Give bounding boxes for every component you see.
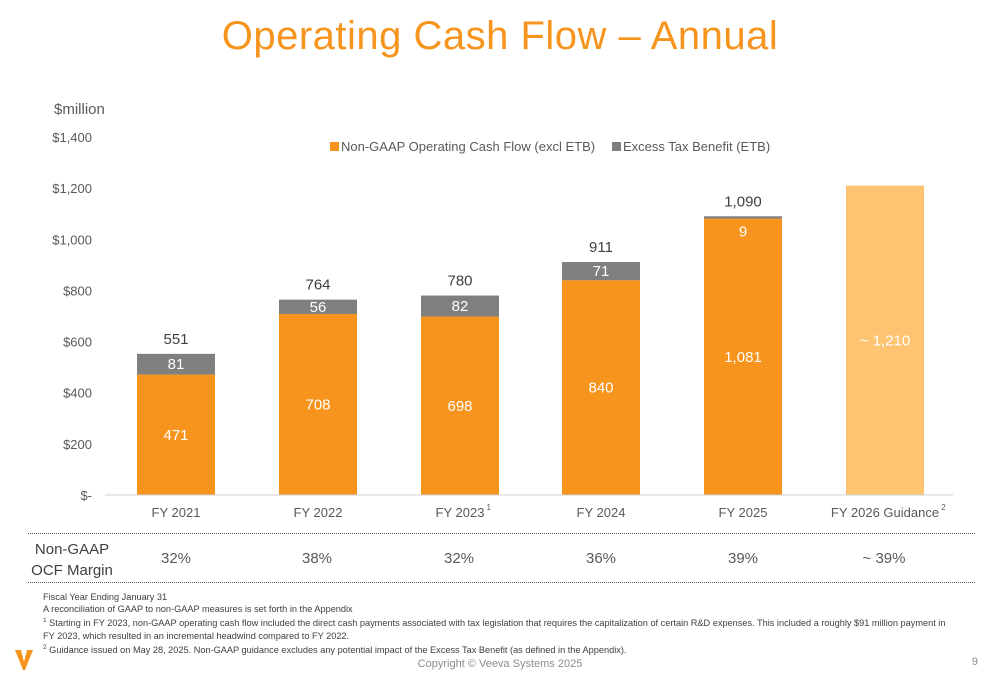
chart-bars: 471 81 551 708 56 764 698 82 780 840 71 911 1,081 9 1,… xyxy=(137,185,924,496)
x-tick-superscript: 2 xyxy=(941,503,946,512)
bar-ocf-label: ~ 1,210 xyxy=(860,332,910,349)
bar-ocf xyxy=(562,280,640,495)
x-tick-label: FY 2021 xyxy=(152,505,201,520)
margin-value-fy2024: 36% xyxy=(585,550,617,567)
bar-total-label: 780 xyxy=(447,273,472,290)
ocf-bar-chart: $million $-$200$400$600$800$1,000$1,200$… xyxy=(52,101,953,520)
bar-ocf-label: 708 xyxy=(305,396,330,413)
y-tick-label: $- xyxy=(80,488,92,503)
y-tick-label: $1,400 xyxy=(52,130,92,145)
x-tick-label: FY 2023 xyxy=(436,505,485,520)
x-tick-label: FY 2022 xyxy=(294,505,343,520)
bar-ocf xyxy=(846,185,924,496)
margin-row-label-line1: Non-GAAP xyxy=(34,541,110,558)
footnote-2-number: 2 xyxy=(43,643,47,651)
footnote-reconciliation: A reconciliation of GAAP to non-GAAP mea… xyxy=(43,604,353,615)
bar-etb xyxy=(137,353,215,375)
bar-total-label: 911 xyxy=(589,239,613,256)
footnote-2: 2 Guidance issued on May 28, 2025. Non-G… xyxy=(43,642,958,656)
veeva-logo-icon xyxy=(15,650,33,670)
bar-etb xyxy=(421,295,499,317)
y-axis-ticks: $- $200 $400 $600 $800 $1,000 $1,200 $1,400 xyxy=(52,130,92,503)
y-tick-label: $800 xyxy=(63,283,92,298)
copyright-text: Copyright © Veeva Systems 2025 xyxy=(417,658,583,670)
y-tick-label: $200 xyxy=(63,437,92,452)
chart-legend: Non-GAAP Operating Cash Flow (excl ETB) E… xyxy=(330,139,770,154)
bar-ocf xyxy=(137,374,215,495)
bar-ocf-label: 1,081 xyxy=(724,349,762,366)
bar-ocf xyxy=(421,316,499,495)
margin-value-fy2025: 39% xyxy=(727,550,759,567)
page-number: 9 xyxy=(971,656,978,668)
x-tick-label: FY 2024 xyxy=(577,505,626,520)
bar-etb-label: 56 xyxy=(310,299,327,316)
y-axis-unit-label: $million xyxy=(54,101,105,118)
margin-value-fy2023: 32% xyxy=(443,550,475,567)
bar-etb xyxy=(704,216,782,219)
legend-label: Non-GAAP Operating Cash Flow (excl ETB) xyxy=(341,139,595,154)
bar-etb-label: 71 xyxy=(593,263,610,280)
margin-value-fy2021: 32% xyxy=(160,550,192,567)
bar-ocf-label: 471 xyxy=(163,427,188,444)
x-tick-label: FY 2026 Guidance xyxy=(831,505,939,520)
bar-ocf-label: 840 xyxy=(588,380,613,397)
bar-ocf xyxy=(704,218,782,495)
footnote-1: 1 Starting in FY 2023, non-GAAP operatin… xyxy=(43,615,958,641)
x-tick-superscript: 1 xyxy=(486,503,491,512)
bar-total-label: 1,090 xyxy=(724,193,762,210)
margin-value-fy2026: ~ 39% xyxy=(862,550,906,567)
footnote-1-text: Starting in FY 2023, non-GAAP operating … xyxy=(43,618,946,641)
legend-label: Excess Tax Benefit (ETB) xyxy=(623,139,770,154)
y-tick-label: $400 xyxy=(63,386,92,401)
bar-etb xyxy=(562,262,640,281)
margin-row-top-divider xyxy=(28,533,975,534)
bar-total-label: 551 xyxy=(163,331,188,348)
bar-etb-label: 9 xyxy=(739,224,747,241)
page-title: Operating Cash Flow – Annual xyxy=(221,14,779,58)
footnote-fiscal-year: Fiscal Year Ending January 31 xyxy=(43,592,168,602)
bar-etb xyxy=(279,299,357,314)
margin-row-label: Non-GAAP OCF Margin xyxy=(22,539,122,581)
legend-swatch xyxy=(612,142,621,151)
footnotes: Fiscal Year Ending January 31 A reconcil… xyxy=(43,591,958,656)
footnote-2-text: Guidance issued on May 28, 2025. Non-GAA… xyxy=(46,644,627,655)
x-axis-labels: FY 2021 FY 2022 FY 2023 1 FY 2024 FY 2025 FY 2… xyxy=(152,503,947,520)
margin-row-label-line2: OCF Margin xyxy=(31,562,113,579)
bar-ocf xyxy=(279,313,357,495)
y-tick-label: $1,000 xyxy=(52,232,92,247)
y-tick-label: $1,200 xyxy=(52,181,92,196)
bar-total-label: 764 xyxy=(305,277,330,294)
footnote-1-number: 1 xyxy=(43,617,47,625)
margin-value-fy2022: 38% xyxy=(301,550,333,567)
bar-ocf-label: 698 xyxy=(447,398,472,415)
legend-swatch xyxy=(330,142,339,151)
x-tick-label: FY 2025 xyxy=(719,505,768,520)
margin-row-bottom-divider xyxy=(28,582,975,583)
y-tick-label: $600 xyxy=(63,335,92,350)
bar-etb-label: 82 xyxy=(452,298,469,315)
bar-etb-label: 81 xyxy=(168,356,185,373)
